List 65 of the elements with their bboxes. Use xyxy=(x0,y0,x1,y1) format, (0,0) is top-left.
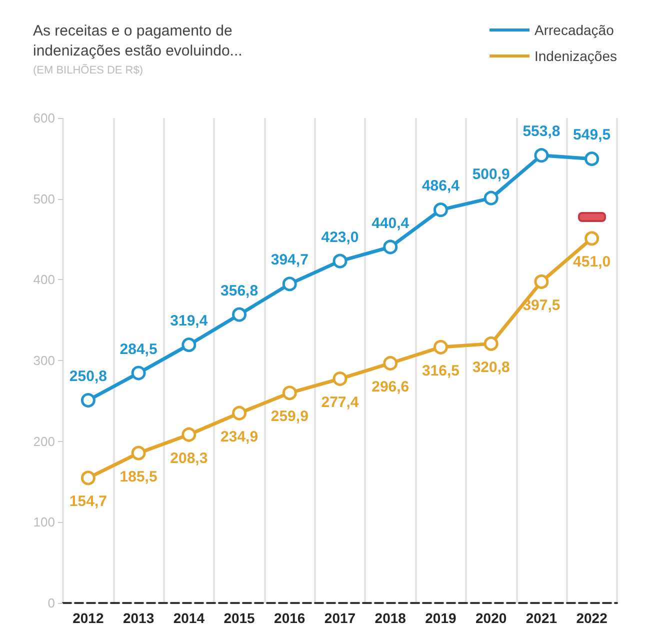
point xyxy=(282,386,297,400)
legend-label: Arrecadação xyxy=(534,22,614,38)
data-label: 356,8 xyxy=(220,282,258,300)
x-tick-label: 2015 xyxy=(224,610,256,626)
point xyxy=(131,366,146,380)
point xyxy=(80,393,96,408)
data-label: 440,4 xyxy=(372,214,410,232)
point xyxy=(332,254,348,268)
point xyxy=(534,274,549,289)
x-tick-label: 2018 xyxy=(374,610,406,626)
data-label: 423,0 xyxy=(321,228,359,246)
data-label: 259,9 xyxy=(270,408,308,426)
point xyxy=(131,446,146,460)
x-tick-label: 2017 xyxy=(324,610,356,626)
point xyxy=(433,340,448,354)
point xyxy=(433,202,448,218)
point xyxy=(584,231,600,246)
data-label: 500,9 xyxy=(472,166,510,183)
chart-subtitle: (EM BILHÕES DE R$) xyxy=(33,64,144,76)
y-tick-label: 300 xyxy=(33,353,55,368)
y-tick-label: 600 xyxy=(33,110,55,126)
data-label: 208,3 xyxy=(170,450,208,467)
y-tick-label: 200 xyxy=(33,434,55,449)
data-label: 394,7 xyxy=(270,252,308,269)
data-label: 451,0 xyxy=(573,254,611,271)
data-label: 185,5 xyxy=(120,468,158,486)
x-tick-label: 2013 xyxy=(122,610,154,626)
data-label: 154,7 xyxy=(69,493,107,510)
data-label: 284,5 xyxy=(120,340,158,358)
point xyxy=(80,470,96,486)
data-label: 296,6 xyxy=(372,378,410,396)
data-label: 319,4 xyxy=(170,312,208,330)
y-tick-label: 400 xyxy=(33,272,55,288)
point xyxy=(584,152,600,166)
data-label: 316,5 xyxy=(422,362,460,380)
x-tick-label: 2012 xyxy=(72,610,104,626)
y-tick-label: 0 xyxy=(48,596,55,610)
point xyxy=(182,427,196,442)
data-label: 277,4 xyxy=(321,394,360,412)
point xyxy=(282,276,297,292)
x-tick-label: 2021 xyxy=(526,610,558,626)
x-tick-label: 2022 xyxy=(576,610,608,626)
y-tick-label: 100 xyxy=(33,514,55,530)
point xyxy=(484,190,498,206)
data-label: 250,8 xyxy=(69,368,107,386)
x-tick-label: 2020 xyxy=(476,610,507,626)
data-label: 549,5 xyxy=(573,126,611,144)
data-label: 320,8 xyxy=(472,358,510,376)
x-tick-label: 2016 xyxy=(274,610,306,626)
point xyxy=(232,307,247,322)
legend-label: Indenizações xyxy=(534,48,618,64)
point xyxy=(232,406,247,420)
chart-title: As receitas e o pagamento de indenizações estão evoluindo... xyxy=(33,22,242,60)
point xyxy=(383,356,398,370)
y-tick-label: 500 xyxy=(33,191,55,206)
x-tick-label: 2019 xyxy=(425,610,457,626)
data-label: 486,4 xyxy=(422,178,460,195)
point xyxy=(534,148,549,163)
data-label: 234,9 xyxy=(220,428,258,446)
data-label: 553,8 xyxy=(522,123,560,140)
point xyxy=(383,240,398,254)
point xyxy=(484,336,498,351)
point xyxy=(332,372,348,386)
point xyxy=(182,338,196,352)
x-tick-label: 2014 xyxy=(173,610,205,626)
